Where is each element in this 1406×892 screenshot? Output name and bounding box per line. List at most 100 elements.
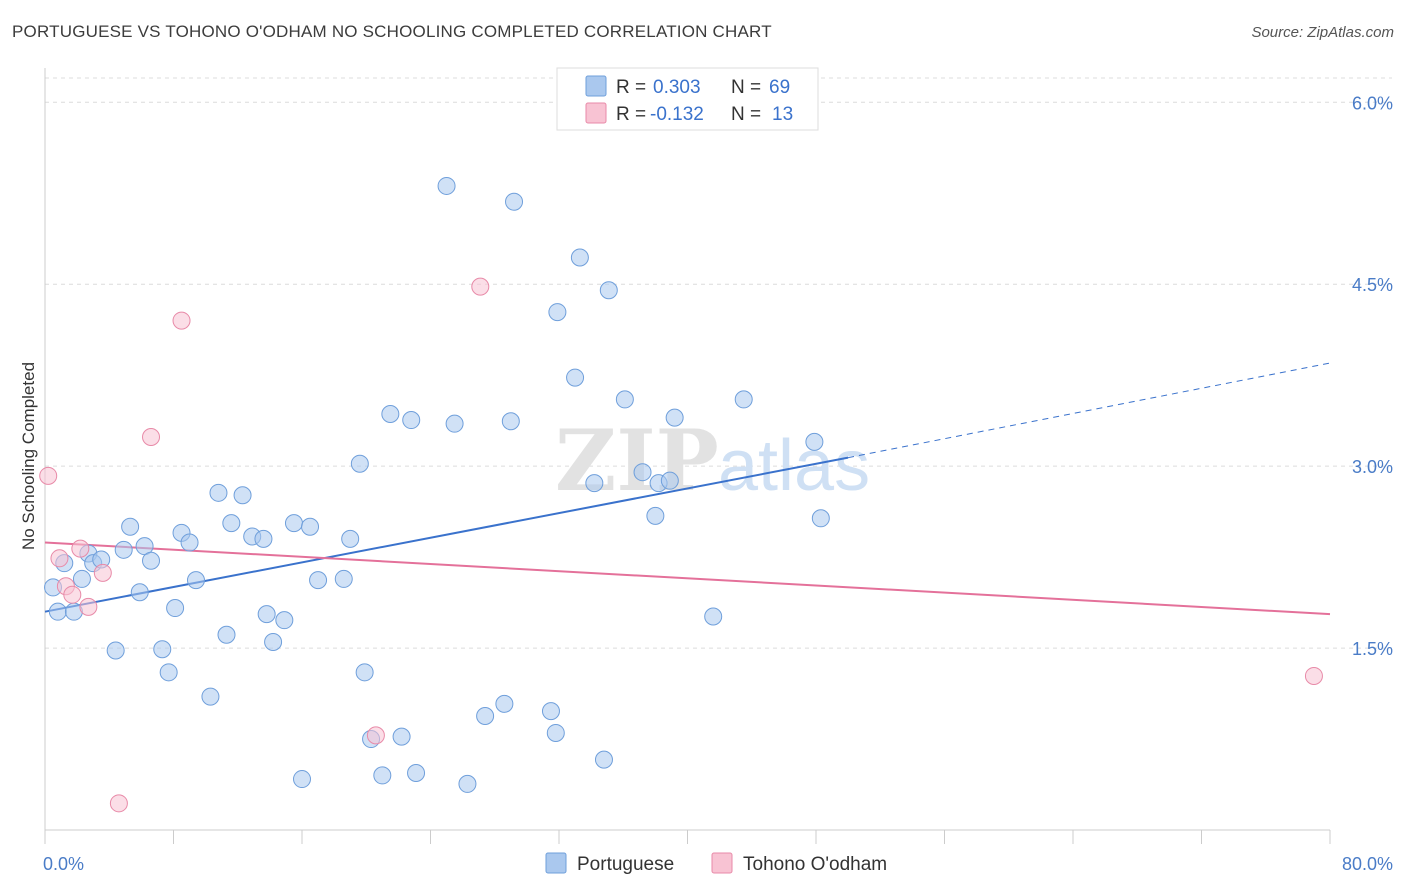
data-point <box>264 633 283 651</box>
data-point <box>366 726 385 745</box>
data-point <box>142 428 161 447</box>
data-point <box>350 454 369 473</box>
data-point <box>114 540 133 559</box>
legend-swatch-portuguese <box>585 75 607 97</box>
data-point <box>548 303 567 322</box>
data-point <box>402 411 421 430</box>
y-tick-label: 6.0% <box>1352 93 1393 113</box>
watermark-zip: ZIP <box>555 411 719 510</box>
data-point <box>381 404 400 423</box>
data-point <box>811 509 830 528</box>
watermark: ZIP atlas <box>555 411 870 510</box>
data-point <box>93 563 112 582</box>
data-point <box>71 539 90 558</box>
data-point <box>495 694 514 713</box>
trend-line-extension <box>848 362 1331 459</box>
trend-line <box>44 456 849 613</box>
data-point <box>458 774 477 793</box>
chart-title: PORTUGUESE VS TOHONO O'ODHAM NO SCHOOLIN… <box>12 22 772 41</box>
legend-r-label: R = <box>616 77 646 98</box>
y-tick-label: 3.0% <box>1352 457 1393 477</box>
data-point <box>646 506 665 525</box>
legend-r-value: 0.303 <box>653 77 701 98</box>
data-point <box>50 549 69 568</box>
data-point <box>633 463 652 482</box>
data-point <box>209 483 228 502</box>
legend-n-value: 13 <box>772 104 793 125</box>
data-point <box>355 663 374 682</box>
data-point <box>445 414 464 433</box>
data-point <box>566 368 585 387</box>
y-tick-label: 4.5% <box>1352 275 1393 295</box>
data-point <box>301 517 320 536</box>
data-point <box>186 571 205 590</box>
data-point <box>180 533 199 552</box>
data-point <box>570 248 589 267</box>
data-point <box>407 763 426 782</box>
data-point <box>437 176 456 195</box>
bottom-legend-label-tohono: Tohono O'odham <box>743 854 887 875</box>
data-point <box>257 605 276 624</box>
y-axis-label: No Schooling Completed <box>19 362 38 550</box>
data-points <box>39 176 1323 813</box>
data-point <box>660 471 679 490</box>
data-point <box>79 597 98 616</box>
data-point <box>309 571 328 590</box>
bottom-legend: Portuguese Tohono O'odham <box>545 852 887 875</box>
data-point <box>471 277 490 296</box>
data-point <box>166 599 185 618</box>
data-point <box>599 281 618 300</box>
data-point <box>222 514 241 533</box>
bottom-legend-swatch-portuguese <box>545 852 567 874</box>
data-point <box>39 466 58 485</box>
legend-r-label: R = <box>616 104 646 125</box>
x-tick-label: 80.0% <box>1342 854 1393 874</box>
data-point <box>121 517 140 536</box>
x-tick-label: 0.0% <box>43 854 84 874</box>
data-point <box>48 602 67 621</box>
bottom-legend-label-portuguese: Portuguese <box>577 854 674 875</box>
data-point <box>805 432 824 451</box>
data-point <box>293 770 311 789</box>
grid-lines <box>45 77 1392 649</box>
legend-n-value: 69 <box>769 77 790 98</box>
data-point <box>392 727 411 746</box>
tick-labels: 1.5% 3.0% 4.5% 6.0% 0.0% 80.0% <box>43 93 1393 874</box>
axes <box>44 68 1331 844</box>
data-point <box>546 723 565 742</box>
data-point <box>594 750 613 769</box>
legend-n-label: N = <box>731 77 761 98</box>
data-point <box>373 766 392 785</box>
data-point <box>72 569 91 588</box>
data-point <box>1304 666 1323 685</box>
legend-r-value: -0.132 <box>650 104 704 125</box>
top-legend: R = 0.303 N = 69 R = -0.132 N = 13 <box>556 67 819 131</box>
bottom-legend-swatch-tohono <box>711 852 733 874</box>
data-point <box>334 569 353 588</box>
data-point <box>501 412 520 431</box>
trend-lines <box>44 362 1331 616</box>
data-point <box>585 474 604 493</box>
data-point <box>172 311 191 330</box>
data-point <box>505 192 524 211</box>
data-point <box>130 583 149 602</box>
data-point <box>153 640 172 659</box>
watermark-atlas: atlas <box>718 426 870 506</box>
data-point <box>63 585 82 604</box>
y-tick-label: 1.5% <box>1352 639 1393 659</box>
data-point <box>284 514 303 533</box>
data-point <box>341 529 360 548</box>
source-note: Source: ZipAtlas.com <box>1251 24 1394 41</box>
data-point <box>159 663 178 682</box>
data-point <box>704 607 723 626</box>
data-point <box>109 794 128 813</box>
trend-line <box>44 541 1331 616</box>
data-point <box>665 408 684 427</box>
data-point <box>734 390 753 409</box>
data-point <box>233 486 252 505</box>
data-point <box>142 551 161 570</box>
data-point <box>106 641 125 660</box>
legend-swatch-tohono <box>585 102 607 124</box>
data-point <box>541 702 560 721</box>
